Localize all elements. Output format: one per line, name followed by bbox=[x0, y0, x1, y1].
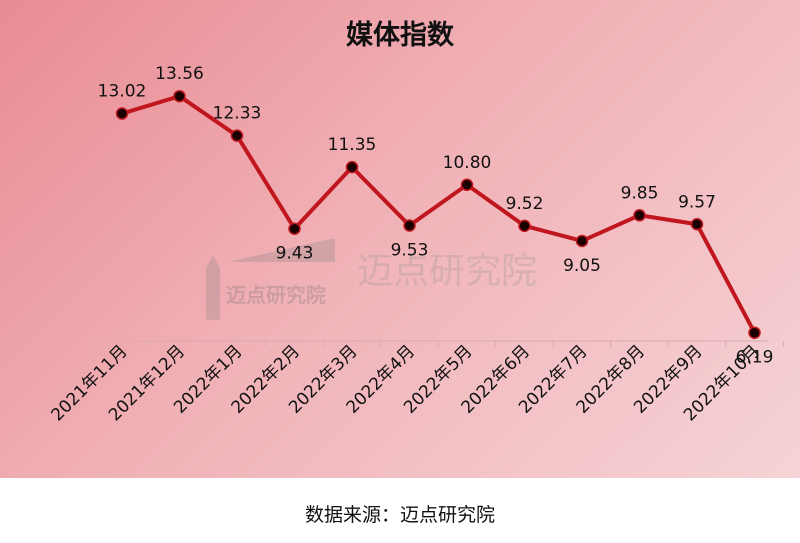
data-point bbox=[403, 219, 416, 232]
data-points bbox=[115, 89, 761, 339]
data-label: 6.19 bbox=[736, 348, 774, 368]
data-point bbox=[633, 209, 646, 222]
data-label: 9.05 bbox=[563, 256, 601, 276]
data-labels: 13.02 13.56 12.33 9.43 11.35 9.53 10.80 9.52 9.0… bbox=[98, 64, 774, 368]
x-tick-labels: 2021年11月2021年12月2022年1月2022年2月2022年3月202… bbox=[47, 341, 764, 425]
watermark-logo-text: 迈点研究院 bbox=[226, 283, 326, 307]
data-point bbox=[575, 234, 589, 248]
data-point bbox=[460, 178, 474, 192]
line-chart: 媒体指数 迈点研究院 迈点研究院 2021年11月2021年12月2022年1月… bbox=[47, 19, 784, 425]
chart-title: 媒体指数 bbox=[346, 19, 455, 51]
data-point bbox=[115, 107, 129, 120]
data-point bbox=[518, 219, 531, 233]
data-point bbox=[173, 89, 186, 103]
data-point bbox=[748, 326, 761, 339]
data-label: 9.53 bbox=[391, 241, 429, 261]
data-label: 9.43 bbox=[276, 244, 314, 264]
chart-area: 媒体指数 迈点研究院 迈点研究院 2021年11月 2021年12月 2022年1月… bbox=[0, 0, 800, 478]
series-line bbox=[120, 94, 757, 335]
data-label: 13.02 bbox=[98, 82, 147, 102]
data-point bbox=[288, 222, 301, 235]
data-label: 13.56 bbox=[155, 64, 204, 84]
data-point bbox=[345, 160, 359, 174]
data-label: 12.33 bbox=[213, 104, 262, 124]
x-ticks bbox=[92, 341, 784, 347]
data-label: 9.85 bbox=[621, 183, 659, 203]
data-label: 11.35 bbox=[328, 135, 377, 155]
data-label: 10.80 bbox=[443, 153, 492, 173]
data-label: 9.52 bbox=[506, 194, 544, 214]
source-caption: 数据来源：迈点研究院 bbox=[304, 504, 495, 526]
watermark: 迈点研究院 迈点研究院 bbox=[206, 238, 537, 320]
data-label: 9.57 bbox=[678, 192, 716, 212]
data-point bbox=[230, 129, 244, 142]
data-point bbox=[690, 218, 704, 231]
watermark-text: 迈点研究院 bbox=[357, 251, 537, 292]
